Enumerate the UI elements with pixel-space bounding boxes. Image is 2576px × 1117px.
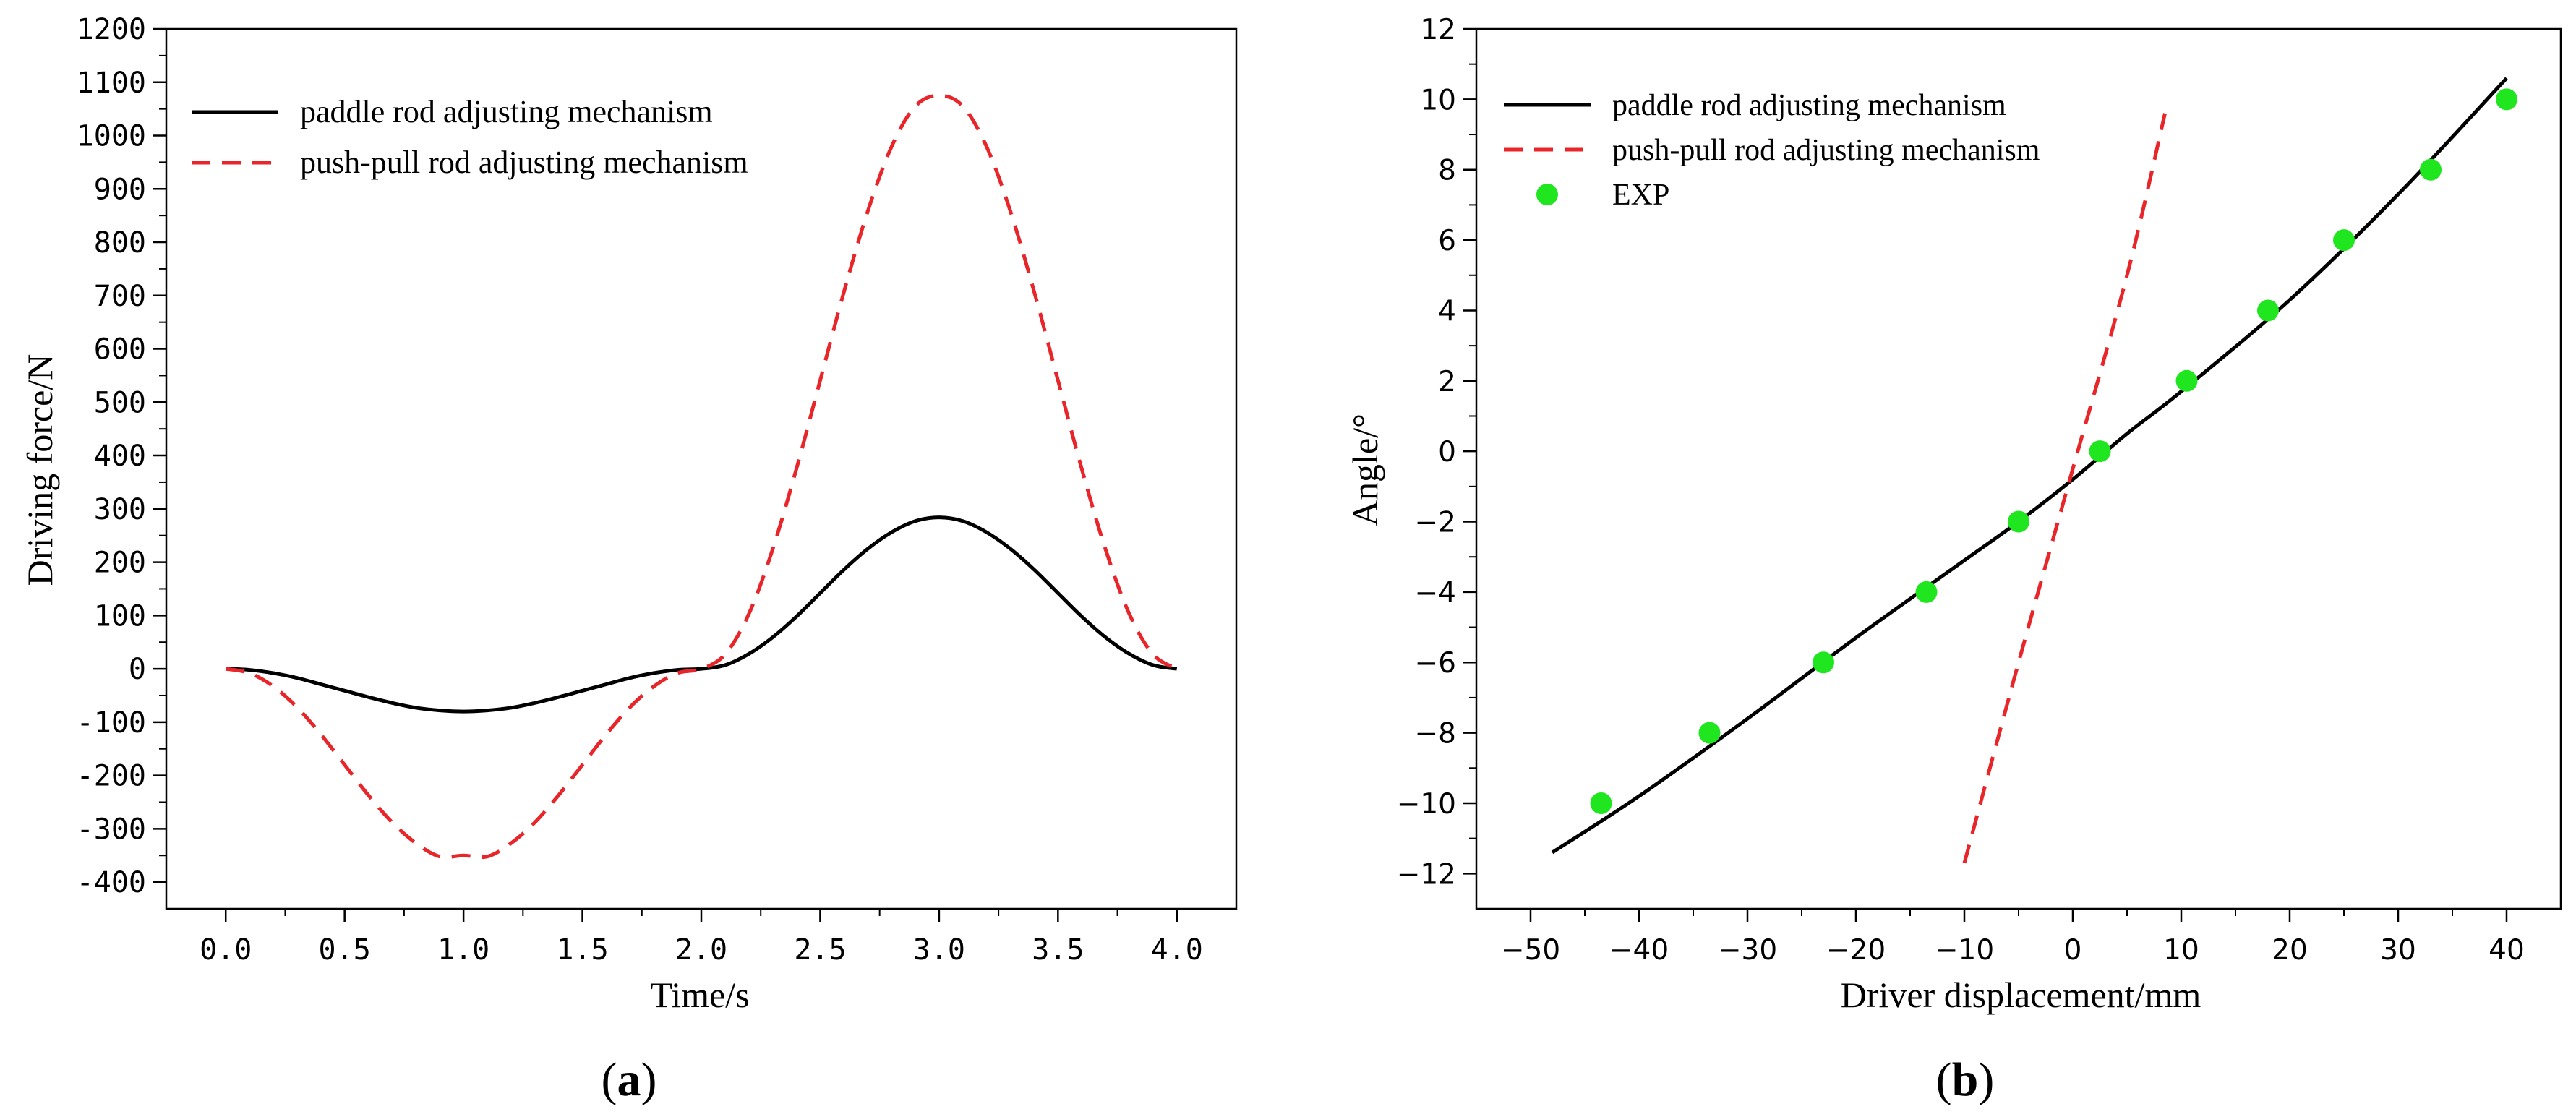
chart-b-point-exp [1590,792,1612,814]
chart-b-y-tick-label: −6 [1415,647,1457,680]
chart-a-y-label: Driving force/N [20,354,60,586]
chart-b-point-exp [2333,229,2355,252]
chart-b-panel-label-open: ( [1936,1053,1952,1106]
chart-a-legend: paddle rod adjusting mechanism push-pull … [192,94,748,180]
chart-b-point-exp [2175,369,2198,392]
chart-b-y-tick-label: 12 [1420,14,1456,46]
chart-a-y-tick-label: 0 [129,653,146,686]
chart-a-y-tick-label: 1200 [77,13,146,46]
chart-a-legend-label-paddle-rod-adjusting-mechanism: paddle rod adjusting mechanism [300,94,713,129]
chart-a-y-tick-label: -300 [77,813,146,846]
chart-b-x-tick-label: 0 [2064,934,2082,967]
chart-a-x-tick-label: 3.0 [913,933,965,967]
chart-a-y-axis: -400 -300 -200 -100 0 100 200 300 400 500 600 700 80… [77,13,166,899]
chart-b-point-exp [1813,651,1834,674]
chart-b-x-axis: −50 −40 −30 −20 −10 0 10 20 30 40 [1501,909,2525,967]
chart-a-x-tick-label: 1.0 [437,933,489,967]
chart-b-y-tick-label: −2 [1415,507,1457,539]
chart-a-x-tick-label: 2.5 [794,933,846,967]
chart-b-y-tick-label: 2 [1438,366,1456,398]
chart-b-x-tick-label: −40 [1609,934,1669,967]
chart-b-point-exp [1915,581,1938,603]
chart-b-panel-label: (b) [1936,1053,1995,1106]
chart-b-y-axis: −12 −10 −8 −6 −4 −2 0 2 4 6 8 10 12 [1397,14,1476,891]
chart-b-series-paddle-rod-adjusting-mechanism [1551,77,2508,855]
chart-a-panel-label-close: ) [641,1053,657,1106]
chart-b-point-exp [2496,88,2517,111]
chart-a-plot-area [225,93,1178,860]
chart-a-x-tick-label: 2.0 [675,933,727,967]
chart-a: 0.0 0.5 1.0 1.5 2.0 2.5 3.0 3.5 4.0 -400 -300 -200… [20,13,1238,1106]
chart-b-y-tick-label: −4 [1415,577,1457,609]
chart-b-x-tick-label: −50 [1501,934,1560,967]
chart-a-x-tick-label: 4.0 [1151,933,1203,967]
chart-b-x-label: Driver displacement/mm [1841,975,2201,1015]
chart-b-x-tick-label: 20 [2272,934,2308,967]
chart-b: −50 −40 −30 −20 −10 0 10 20 30 40 −12−10−8−6−4−20… [1345,14,2562,1106]
chart-b-y-tick-label: 10 [1420,84,1456,116]
chart-b-legend: paddle rod adjusting mechanism push-pull … [1504,89,2040,212]
chart-a-y-tick-label: -100 [77,706,146,740]
chart-a-y-tick-label: 1000 [77,120,146,153]
chart-b-x-tick-label: 40 [2489,934,2525,967]
chart-a-x-tick-label: 0.0 [200,933,252,967]
chart-b-point-exp [2257,299,2279,322]
chart-b-point-exp [2089,440,2111,463]
chart-b-x-tick-label: 10 [2163,934,2199,967]
chart-b-x-tick-label: −30 [1718,934,1777,967]
chart-b-series-push-pull-rod-adjusting-mechanism [1962,113,2167,864]
chart-a-series-push-pull-rod-adjusting-mechanism [225,93,1178,860]
chart-b-y-tick-label: 0 [1438,436,1456,468]
chart-a-y-tick-label: 600 [94,333,146,367]
chart-a-x-tick-label: 3.5 [1032,933,1084,967]
chart-a-y-tick-label: 500 [94,386,146,419]
chart-a-legend-label-push-pull-rod-adjusting-mechanism: push-pull rod adjusting mechanism [300,145,748,180]
chart-b-point-exp [2420,158,2442,181]
chart-a-y-tick-label: 700 [94,280,146,313]
chart-b-y-tick-label: 8 [1438,155,1456,187]
chart-a-series-paddle-rod-adjusting-mechanism [226,515,1178,714]
chart-a-panel-label-letter: a [617,1053,641,1106]
chart-a-y-tick-label: -400 [77,866,146,899]
chart-a-y-tick-label: 800 [94,226,146,260]
chart-a-y-tick-label: 100 [94,599,146,633]
chart-a-y-tick-label: 200 [94,547,146,580]
chart-b-legend-label-paddle-rod-adjusting-mechanism: paddle rod adjusting mechanism [1612,89,2006,122]
chart-b-panel-label-letter: b [1952,1053,1979,1106]
chart-a-y-tick-label: 400 [94,440,146,473]
chart-b-x-tick-label: 30 [2380,934,2416,967]
chart-b-plot-area [1551,77,2517,864]
chart-b-point-exp [2008,510,2029,533]
chart-a-panel-label: (a) [602,1053,657,1106]
chart-b-legend-swatch-exp [1536,184,1558,205]
chart-b-point-exp [1698,722,1721,744]
chart-b-legend-label-push-pull-rod-adjusting-mechanism: push-pull rod adjusting mechanism [1612,134,2040,167]
chart-a-x-tick-label: 1.5 [556,933,608,967]
chart-b-legend-label-exp: EXP [1612,179,1669,212]
chart-b-panel-label-close: ) [1978,1053,1994,1106]
chart-a-y-tick-label: -200 [77,760,146,793]
chart-b-y-label: Angle/° [1345,414,1385,526]
chart-b-y-tick-label: −12 [1397,858,1456,891]
chart-b-y-tick-label: 6 [1438,225,1456,257]
chart-b-x-tick-label: −10 [1935,934,1994,967]
chart-a-y-tick-label: 300 [94,493,146,526]
chart-a-x-tick-label: 0.5 [319,933,371,967]
chart-b-x-tick-label: −20 [1826,934,1886,967]
chart-b-y-tick-label: −8 [1415,718,1457,750]
chart-a-x-axis: 0.0 0.5 1.0 1.5 2.0 2.5 3.0 3.5 4.0 [200,909,1203,967]
chart-a-y-tick-label: 1100 [77,67,146,100]
chart-a-x-label: Time/s [650,975,749,1015]
chart-b-y-tick-label: 4 [1438,295,1456,328]
chart-a-panel-label-open: ( [602,1053,617,1106]
chart-b-y-tick-label: −10 [1397,788,1456,821]
chart-a-y-tick-label: 900 [94,173,146,206]
